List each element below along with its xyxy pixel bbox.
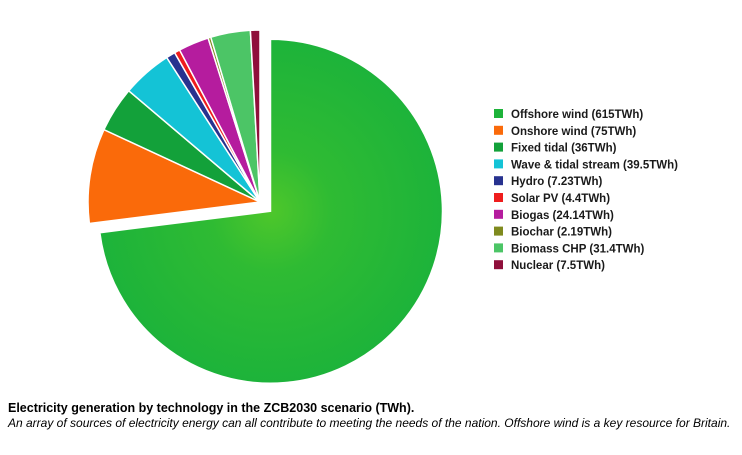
pie-chart-figure: Offshore wind (615TWh) Onshore wind (75TW…	[87, 29, 678, 385]
legend-swatch-offshore-wind	[494, 109, 503, 118]
legend-swatch-wave-and-tidal-stream	[494, 159, 503, 169]
pie-slices	[87, 29, 444, 385]
legend-swatch-onshore-wind	[494, 125, 503, 135]
legend-label-biochar: Biochar (2.19TWh)	[511, 227, 612, 239]
pie-slice-onshore-wind	[87, 128, 263, 225]
legend-label-fixed-tidal: Fixed tidal (36TWh)	[511, 143, 617, 155]
figure-caption: Electricity generation by technology in …	[8, 401, 736, 430]
legend-label-wave-and-tidal-stream: Wave & tidal stream (39.5TWh)	[511, 159, 678, 171]
legend-swatch-fixed-tidal	[494, 142, 503, 152]
pie-chart-svg: Offshore wind (615TWh) Onshore wind (75TW…	[87, 29, 678, 385]
legend-label-biomass-chp: Biomass CHP (31.4TWh)	[511, 243, 645, 255]
legend-swatch-biochar	[494, 226, 503, 236]
legend-swatch-nuclear	[494, 260, 503, 270]
legend-label-solar-pv: Solar PV (4.4TWh)	[511, 193, 610, 205]
legend-label-onshore-wind: Onshore wind (75TWh)	[511, 126, 636, 138]
pie-slice-nuclear	[249, 29, 261, 203]
caption-text: An array of sources of electricity energ…	[8, 416, 731, 430]
caption-title: Electricity generation by technology in …	[8, 401, 415, 415]
chart-legend: Offshore wind (615TWh) Onshore wind (75TW…	[494, 109, 678, 272]
legend-label-nuclear: Nuclear (7.5TWh)	[511, 260, 605, 272]
legend-swatch-biomass-chp	[494, 243, 503, 253]
legend-swatch-biogas	[494, 209, 503, 219]
legend-label-offshore-wind: Offshore wind (615TWh)	[511, 109, 643, 121]
legend-swatch-solar-pv	[494, 193, 503, 202]
legend-label-biogas: Biogas (24.14TWh)	[511, 210, 614, 222]
legend-swatch-hydro	[494, 176, 503, 186]
legend-label-hydro: Hydro (7.23TWh)	[511, 176, 603, 188]
pie-slice-offshore-wind	[99, 38, 444, 385]
